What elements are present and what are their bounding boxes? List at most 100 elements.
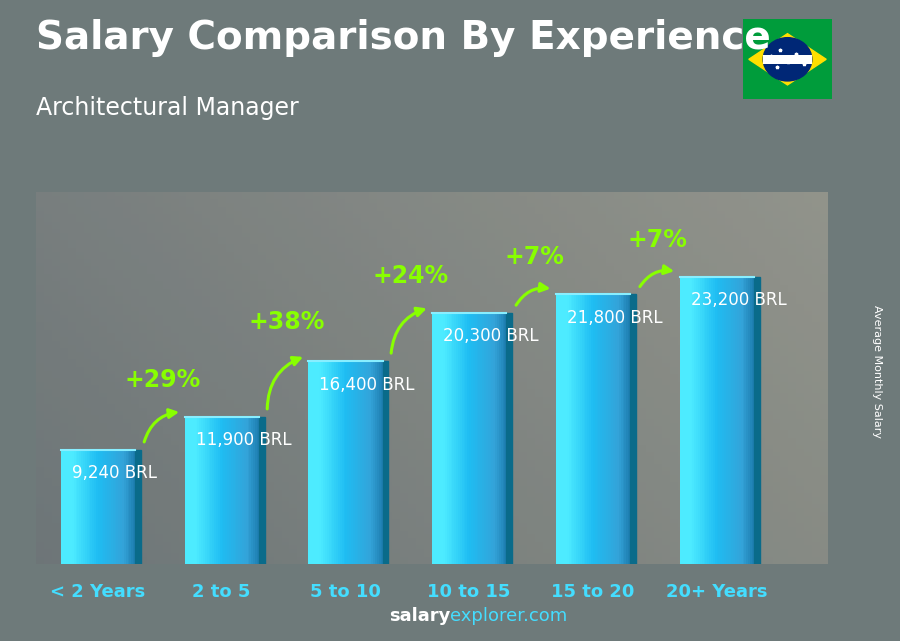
Bar xyxy=(194,417,195,564)
Text: Architectural Manager: Architectural Manager xyxy=(36,96,299,120)
Bar xyxy=(565,294,567,564)
Polygon shape xyxy=(506,313,512,564)
Bar xyxy=(249,417,251,564)
Bar xyxy=(748,276,750,564)
Bar xyxy=(320,361,321,564)
Bar xyxy=(704,276,706,564)
Bar xyxy=(608,294,609,564)
Bar xyxy=(571,294,572,564)
Bar xyxy=(713,276,715,564)
Bar xyxy=(316,361,318,564)
Text: +38%: +38% xyxy=(248,310,325,333)
Bar xyxy=(237,417,239,564)
Bar xyxy=(491,313,493,564)
Bar xyxy=(556,294,558,564)
Text: 2 to 5: 2 to 5 xyxy=(193,583,251,601)
Text: +7%: +7% xyxy=(504,245,564,269)
Bar xyxy=(732,276,733,564)
Bar xyxy=(720,276,722,564)
Bar xyxy=(563,294,565,564)
Bar xyxy=(462,313,464,564)
Bar xyxy=(96,449,98,564)
Bar xyxy=(67,449,68,564)
Bar xyxy=(609,294,611,564)
Bar xyxy=(752,276,754,564)
Bar xyxy=(370,361,372,564)
Bar xyxy=(447,313,449,564)
Bar xyxy=(464,313,465,564)
Bar xyxy=(439,313,441,564)
Bar xyxy=(358,361,360,564)
Bar xyxy=(375,361,377,564)
Bar xyxy=(205,417,207,564)
Bar xyxy=(482,313,484,564)
Bar xyxy=(437,313,439,564)
Bar xyxy=(353,361,355,564)
Bar xyxy=(77,449,79,564)
Bar xyxy=(347,361,349,564)
Text: Average Monthly Salary: Average Monthly Salary xyxy=(872,305,883,438)
Text: 23,200 BRL: 23,200 BRL xyxy=(690,292,787,310)
Bar xyxy=(560,294,562,564)
Bar xyxy=(583,294,586,564)
Bar xyxy=(332,361,334,564)
Bar xyxy=(611,294,613,564)
Bar xyxy=(602,294,604,564)
Polygon shape xyxy=(754,276,760,564)
Bar xyxy=(449,313,451,564)
Bar xyxy=(685,276,687,564)
Bar xyxy=(365,361,367,564)
Bar xyxy=(562,294,563,564)
Bar xyxy=(251,417,253,564)
Bar xyxy=(458,313,460,564)
Polygon shape xyxy=(749,33,826,85)
Bar xyxy=(93,449,94,564)
Bar xyxy=(734,276,735,564)
Polygon shape xyxy=(630,294,636,564)
Bar xyxy=(223,417,225,564)
Bar xyxy=(192,417,194,564)
Bar xyxy=(488,313,490,564)
Text: 21,800 BRL: 21,800 BRL xyxy=(567,309,662,327)
Bar xyxy=(85,449,86,564)
Text: +29%: +29% xyxy=(124,368,201,392)
Bar xyxy=(310,361,312,564)
Text: +7%: +7% xyxy=(628,228,688,252)
Bar xyxy=(681,276,683,564)
Text: 10 to 15: 10 to 15 xyxy=(428,583,511,601)
Bar xyxy=(356,361,358,564)
Bar xyxy=(700,276,702,564)
Bar xyxy=(195,417,197,564)
Bar xyxy=(220,417,221,564)
Bar xyxy=(229,417,231,564)
Bar xyxy=(469,313,471,564)
Bar xyxy=(680,276,681,564)
Bar xyxy=(112,449,114,564)
Bar xyxy=(90,449,93,564)
Bar xyxy=(63,449,65,564)
Bar xyxy=(328,361,330,564)
Bar xyxy=(443,313,445,564)
Bar xyxy=(724,276,726,564)
Bar xyxy=(613,294,616,564)
Bar xyxy=(372,361,374,564)
Bar xyxy=(741,276,742,564)
Bar xyxy=(569,294,571,564)
Bar xyxy=(456,313,458,564)
Bar xyxy=(70,449,72,564)
Bar xyxy=(186,417,188,564)
Bar xyxy=(221,417,223,564)
Bar xyxy=(88,449,90,564)
Bar xyxy=(728,276,730,564)
Bar xyxy=(360,361,362,564)
Bar xyxy=(255,417,256,564)
Bar xyxy=(246,417,248,564)
Polygon shape xyxy=(259,417,265,564)
Text: explorer.com: explorer.com xyxy=(450,607,567,625)
Bar xyxy=(312,361,314,564)
Bar xyxy=(200,417,202,564)
Bar xyxy=(481,313,482,564)
Bar xyxy=(486,313,488,564)
Bar xyxy=(235,417,237,564)
Bar xyxy=(76,449,77,564)
